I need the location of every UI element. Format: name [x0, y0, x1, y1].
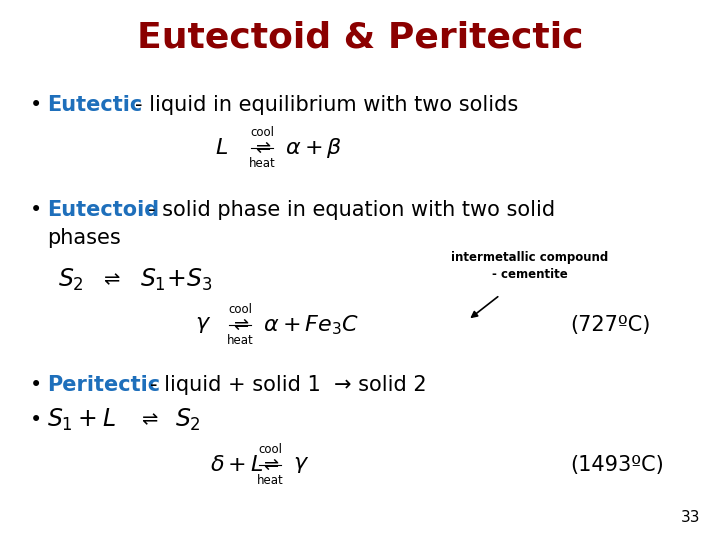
Text: $S_2$: $S_2$ — [175, 407, 201, 433]
Text: $\rightleftharpoons$: $\rightleftharpoons$ — [230, 316, 250, 334]
Text: Eutectic: Eutectic — [47, 95, 143, 115]
Text: cool: cool — [228, 303, 252, 316]
Text: $\delta + L$: $\delta + L$ — [210, 455, 264, 475]
Text: $S_2$: $S_2$ — [58, 267, 84, 293]
Text: (727ºC): (727ºC) — [570, 315, 650, 335]
Text: heat: heat — [227, 334, 253, 347]
Text: - solid phase in equation with two solid: - solid phase in equation with two solid — [148, 200, 555, 220]
Text: - cementite: - cementite — [492, 267, 568, 280]
Text: $\rightleftharpoons$: $\rightleftharpoons$ — [100, 271, 121, 289]
Text: •: • — [30, 410, 42, 430]
Text: $L$: $L$ — [215, 138, 228, 158]
Text: •: • — [30, 375, 42, 395]
Text: Peritectic: Peritectic — [47, 375, 160, 395]
Text: •: • — [30, 200, 42, 220]
Text: - liquid + solid 1  → solid 2: - liquid + solid 1 → solid 2 — [150, 375, 427, 395]
Text: 33: 33 — [680, 510, 700, 525]
Text: (1493ºC): (1493ºC) — [570, 455, 664, 475]
Text: •: • — [30, 95, 42, 115]
Text: cool: cool — [250, 126, 274, 139]
Text: phases: phases — [47, 228, 121, 248]
Text: Eutectoid: Eutectoid — [47, 200, 159, 220]
Text: $\rightleftharpoons$: $\rightleftharpoons$ — [138, 410, 159, 429]
Text: $\alpha + \beta$: $\alpha + \beta$ — [285, 136, 343, 160]
Text: $S_1 + L$: $S_1 + L$ — [47, 407, 116, 433]
Text: $\rightleftharpoons$: $\rightleftharpoons$ — [252, 139, 272, 157]
Text: cool: cool — [258, 443, 282, 456]
Text: - liquid in equilibrium with two solids: - liquid in equilibrium with two solids — [135, 95, 518, 115]
Text: heat: heat — [256, 474, 284, 487]
Text: $\gamma$: $\gamma$ — [195, 315, 211, 335]
Text: Eutectoid & Peritectic: Eutectoid & Peritectic — [137, 21, 583, 55]
Text: $\rightleftharpoons$: $\rightleftharpoons$ — [260, 456, 280, 474]
Text: heat: heat — [248, 157, 275, 170]
Text: $S_1{+}S_3$: $S_1{+}S_3$ — [140, 267, 212, 293]
Text: $\alpha + Fe_3C$: $\alpha + Fe_3C$ — [263, 313, 359, 337]
Text: $\gamma$: $\gamma$ — [293, 455, 309, 475]
Text: intermetallic compound: intermetallic compound — [451, 252, 608, 265]
